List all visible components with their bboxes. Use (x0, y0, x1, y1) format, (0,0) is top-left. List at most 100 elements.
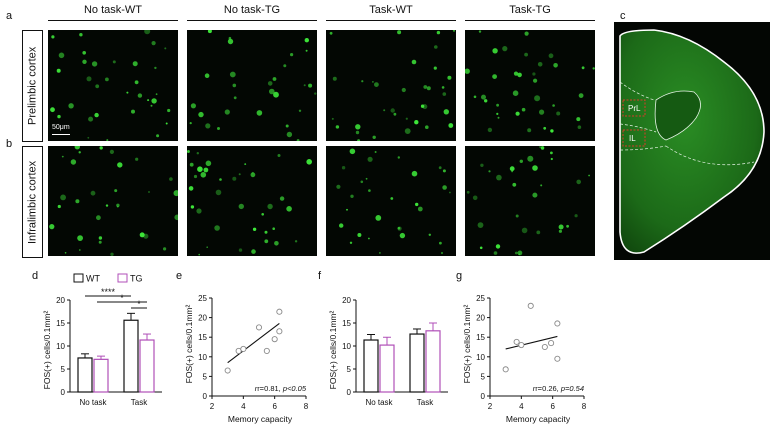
fos-cell-dot (472, 195, 478, 201)
fos-cell-dot (78, 151, 81, 154)
micrograph-prl-task-tg (465, 30, 595, 141)
brain-section-image (614, 22, 770, 260)
fos-cell-dot (269, 88, 275, 95)
fos-cell-dot (433, 66, 437, 70)
fos-cell-dot (553, 63, 558, 68)
fos-cell-dot (375, 215, 382, 221)
fos-cell-dot (154, 66, 157, 70)
fos-cell-dot (95, 84, 100, 89)
fos-cell-dot (411, 59, 417, 65)
micrograph-prl-task-wt (326, 30, 456, 141)
fos-cell-dot (502, 46, 508, 52)
fos-cell-dot (264, 239, 269, 244)
column-header-no-task-tg: No task-TG (223, 4, 281, 16)
fos-cell-dot (134, 80, 139, 85)
fos-cell-dot (110, 252, 114, 256)
fos-cell-dot (290, 53, 294, 57)
fos-cell-dot (540, 184, 543, 187)
y-tick-label: 20 (476, 314, 485, 323)
fos-cell-dot (497, 116, 500, 119)
fos-cell-dot (368, 189, 371, 192)
fos-cell-dot (206, 246, 208, 248)
fos-cell-dot (274, 241, 279, 246)
fos-cell-dot (64, 252, 67, 254)
fos-cell-dot (151, 98, 157, 104)
fos-cell-dot (492, 74, 497, 79)
fos-cell-dot (436, 30, 441, 35)
y-axis-label: FOS(+) cells/0.1mm² (184, 305, 194, 384)
fos-cell-dot (527, 128, 532, 133)
x-axis-label: Memory capacity (228, 414, 293, 424)
fos-cell-dot (174, 214, 178, 221)
fos-cell-dot (88, 116, 94, 122)
x-tick-label: No task (79, 398, 107, 407)
fos-cell-dot (477, 222, 484, 228)
fos-cell-dot (439, 241, 442, 245)
y-tick-label: 20 (198, 314, 207, 323)
fos-cell-dot (279, 196, 285, 201)
panel-label-g: g (456, 270, 463, 282)
fos-cell-dot (336, 184, 341, 189)
fos-cell-dot (550, 157, 553, 161)
fos-cell-dot (117, 162, 123, 168)
fos-cell-dot (49, 224, 55, 230)
fos-cell-dot (215, 189, 222, 196)
fos-cell-dot (495, 244, 501, 249)
fos-cell-dot (131, 109, 135, 114)
fos-cell-dot (217, 127, 220, 130)
fos-cell-dot (190, 205, 195, 209)
fos-cell-dot (425, 125, 429, 129)
fos-cell-dot (576, 117, 581, 122)
fos-cell-dot (405, 117, 408, 120)
x-tick-label: 8 (304, 402, 309, 411)
fos-cell-dot (79, 33, 83, 37)
fos-cell-dot (511, 170, 513, 173)
fos-cell-dot (204, 73, 210, 78)
fos-cell-dot (332, 76, 337, 81)
fos-cell-dot (196, 152, 199, 155)
fos-cell-dot (566, 224, 569, 228)
fos-cell-dot (82, 51, 86, 55)
fos-cell-dot (74, 146, 80, 150)
fos-cell-dot (173, 190, 178, 197)
fos-cell-dot (550, 129, 554, 133)
y-tick-label: 5 (61, 365, 66, 374)
fos-cell-dot (521, 227, 528, 234)
fos-cell-dot (404, 128, 411, 134)
fos-cell-dot (238, 173, 241, 176)
fos-cell-dot (189, 122, 192, 125)
micrograph-il-no-task-tg (187, 146, 317, 256)
fos-cell-dot (232, 176, 237, 181)
il-box (622, 129, 646, 147)
fos-cell-dot (465, 68, 470, 74)
fos-cell-dot (390, 108, 395, 113)
fos-cell-dot (98, 236, 103, 240)
fos-cell-dot (244, 163, 247, 165)
fos-cell-dot (401, 87, 406, 93)
fos-cell-dot (286, 206, 292, 212)
fos-cell-dot (70, 159, 77, 165)
fos-cell-dot (548, 53, 554, 59)
chart-e: FOS(+) cells/0.1mm² Memory capacity rr=0… (184, 294, 309, 424)
panel-label-e: e (176, 270, 183, 282)
scatter-point (541, 343, 548, 351)
fos-cell-dot (492, 48, 498, 54)
fos-cell-dot (420, 104, 425, 108)
prl-box (622, 99, 646, 117)
scatter-point (554, 355, 561, 362)
fos-cell-dot (57, 114, 61, 119)
fos-cell-dot (415, 202, 419, 207)
column-rule (465, 20, 595, 21)
fos-cell-dot (397, 30, 402, 35)
prl-boundary (619, 81, 655, 101)
fos-cell-dot (488, 170, 491, 173)
fos-cell-dot (512, 182, 517, 187)
fos-cell-dot (442, 169, 446, 173)
fos-cell-dot (533, 78, 538, 83)
fos-cell-dot (261, 213, 264, 216)
y-tick-label: 10 (342, 342, 351, 351)
legend-tg-label: TG (130, 274, 143, 284)
fos-cell-dot (423, 85, 428, 89)
fos-cell-dot (148, 191, 150, 193)
scatter-point (518, 341, 525, 349)
